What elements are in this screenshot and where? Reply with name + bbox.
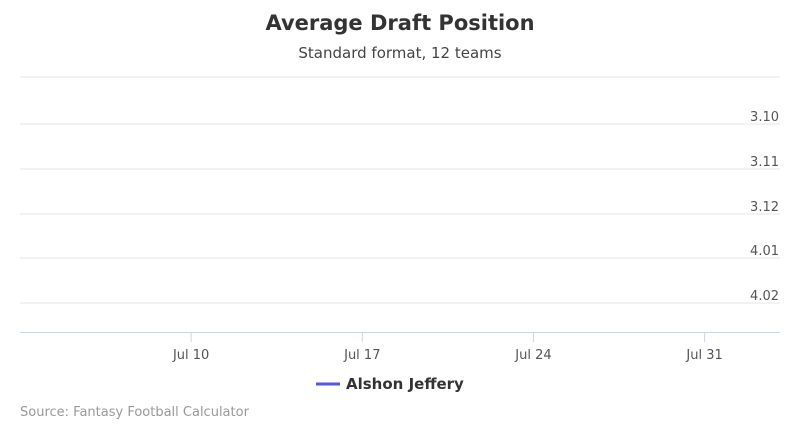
legend[interactable]: Alshon Jeffery: [316, 375, 464, 393]
y-tick-label: 4.01: [750, 244, 779, 259]
x-tick-label: Jul 24: [514, 348, 551, 363]
x-tick-label: Jul 17: [343, 348, 380, 363]
y-axis-tick-labels: 3.10 3.11 3.12 4.01 4.02: [750, 110, 779, 304]
y-tick-label: 4.02: [750, 289, 779, 304]
chart-title: Average Draft Position: [265, 11, 534, 35]
y-gridlines: [20, 76, 780, 304]
x-axis-ticks: Jul 10 Jul 17 Jul 24 Jul 31: [172, 332, 723, 363]
x-tick-label: Jul 31: [685, 348, 722, 363]
chart-credit[interactable]: Source: Fantasy Football Calculator: [20, 405, 250, 420]
x-tick-label: Jul 10: [172, 348, 209, 363]
y-tick-label: 3.11: [750, 155, 779, 170]
y-tick-label: 3.10: [750, 110, 779, 125]
chart-subtitle: Standard format, 12 teams: [298, 44, 501, 62]
y-tick-label: 3.12: [750, 200, 779, 215]
legend-label-alshon-jeffery[interactable]: Alshon Jeffery: [346, 375, 464, 393]
